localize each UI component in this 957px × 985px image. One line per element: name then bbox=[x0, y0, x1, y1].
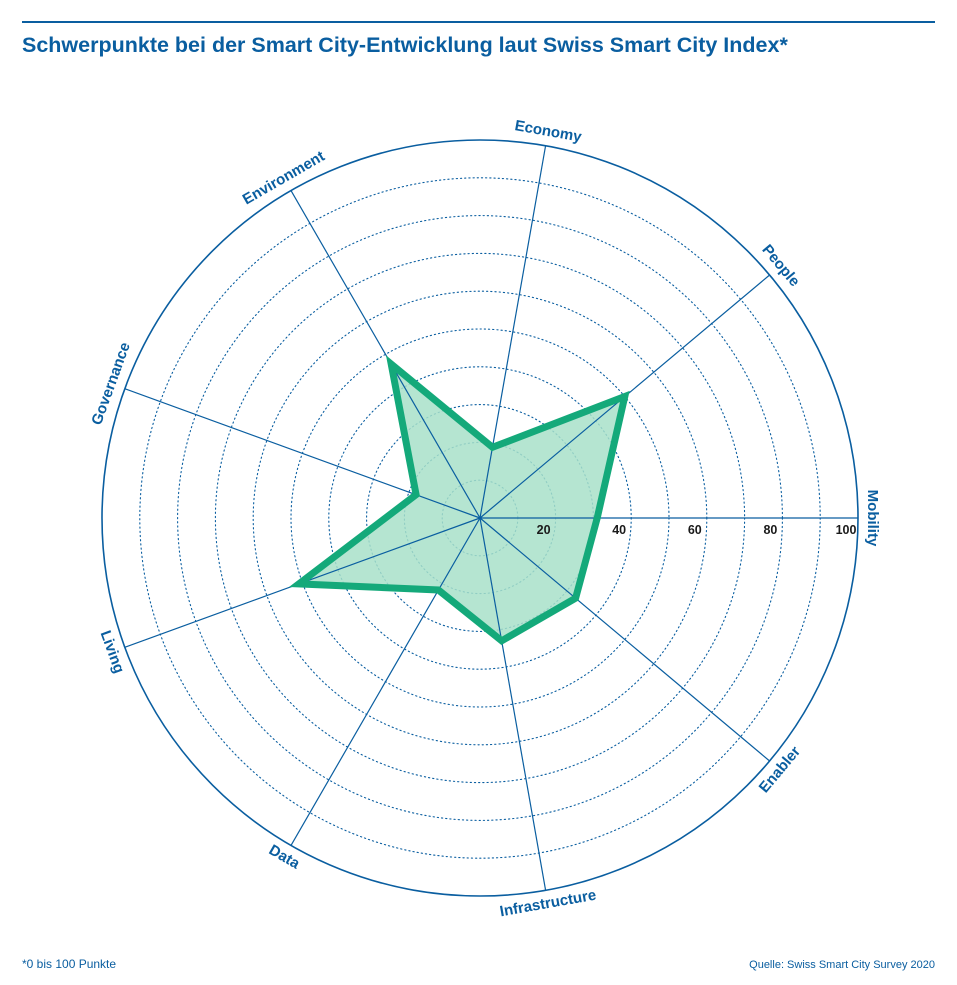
outer-ring-circle bbox=[101, 139, 859, 897]
outer-ring bbox=[101, 139, 859, 897]
footnote: *0 bis 100 Punkte bbox=[22, 957, 117, 971]
axis-spoke-economy bbox=[479, 145, 547, 519]
axis-spokes bbox=[124, 145, 858, 891]
axis-label-people: People bbox=[758, 241, 803, 290]
chart-title: Schwerpunkte bei der Smart City-Entwickl… bbox=[22, 33, 788, 57]
tick-label: 80 bbox=[763, 523, 777, 537]
axis-label-mobility: Mobility bbox=[864, 490, 881, 547]
tick-label: 60 bbox=[688, 523, 702, 537]
axis-spoke-enabler bbox=[479, 517, 770, 762]
top-rule bbox=[22, 21, 935, 23]
source-note: Quelle: Swiss Smart City Survey 2020 bbox=[749, 959, 935, 971]
series-outline-layer bbox=[288, 355, 630, 646]
series-line bbox=[288, 355, 630, 646]
tick-labels: 20 40 60 80 100 bbox=[537, 523, 857, 537]
tick-label: 20 bbox=[537, 523, 551, 537]
tick-label: 100 bbox=[836, 523, 857, 537]
axis-label-living: Living bbox=[97, 628, 128, 675]
axis-spoke-data bbox=[290, 517, 481, 846]
axis-spoke-infrastructure bbox=[479, 517, 547, 891]
axis-label-data: Data bbox=[266, 842, 303, 873]
axis-spoke-environment bbox=[290, 190, 481, 519]
axis-spoke-governance bbox=[124, 388, 481, 519]
tick-label: 40 bbox=[612, 523, 626, 537]
axis-label-economy: Economy bbox=[513, 117, 583, 146]
axis-label-infrastructure: Infrastructure bbox=[499, 887, 598, 921]
